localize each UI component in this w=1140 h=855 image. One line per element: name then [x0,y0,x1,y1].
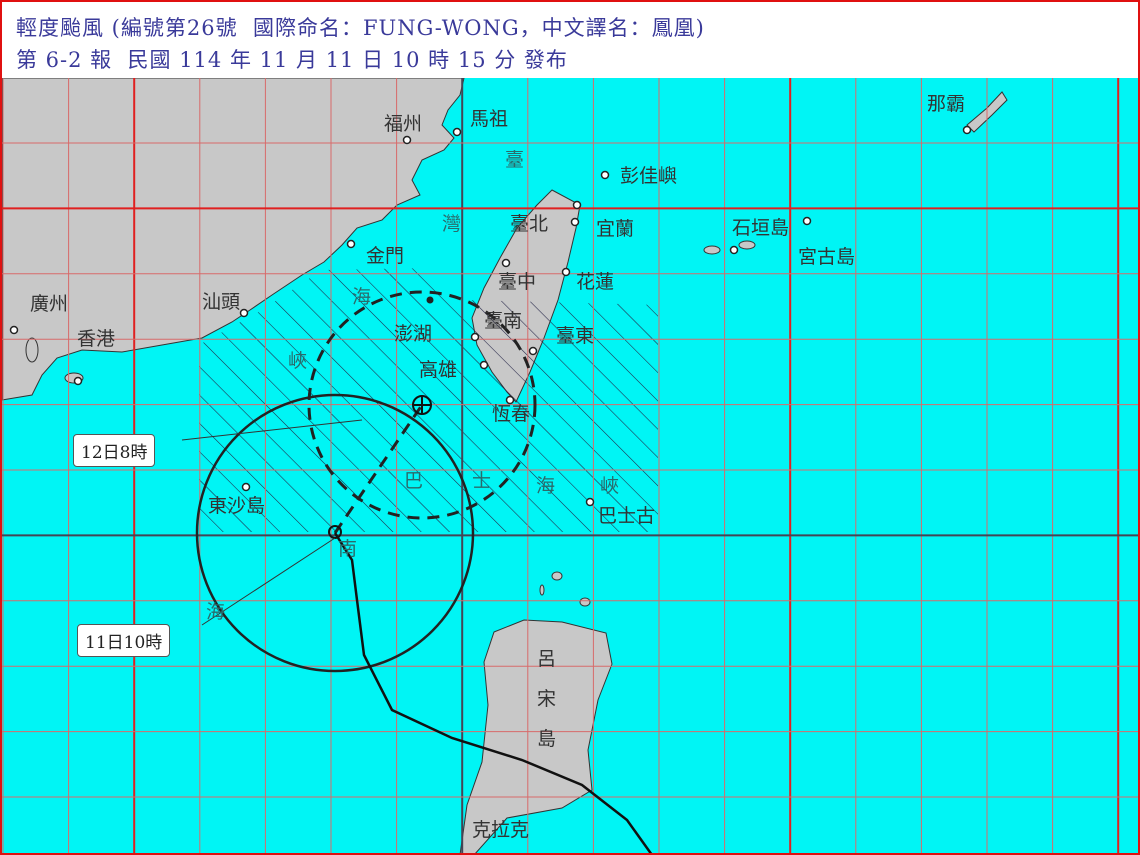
current-time-label: 11日10時 [77,624,171,657]
city-marker [346,239,356,249]
city-marker [572,200,582,210]
region-label: 宋 [537,688,556,710]
place-fuzhou: 福州 [384,113,422,135]
place-guangzhou: 廣州 [30,293,68,315]
forecast-potential-circle [307,290,537,520]
city-marker [505,395,515,405]
leader-line-current [201,537,336,626]
region-label: 海 [352,286,371,308]
region-label: 海 [536,475,555,497]
cities: 福州 馬祖 彭佳嶼 臺北 宜蘭 金門 臺中 花蓮 廣州 香港 汕頭 澎湖 臺南 … [9,93,972,841]
city-marker [426,296,434,304]
city-marker [561,267,571,277]
region-label: 士 [472,470,491,492]
islet [539,584,545,596]
place-kinmen: 金門 [366,245,404,267]
place-hengchun: 恆春 [492,403,530,425]
city-marker [501,258,511,268]
region-labels: 臺 灣 海 峽 巴 士 海 峽 南 海 呂 宋 島 [206,149,619,750]
islet [551,571,563,581]
islet [738,240,756,250]
city-marker [239,308,249,318]
forecast-center-icon [412,395,432,415]
china-coast [2,78,465,401]
past-track [333,532,653,853]
place-hongkong: 香港 [77,328,115,350]
place-basco: 巴士古 [598,505,655,527]
bulletin-header: 輕度颱風 (編號第26號 國際命名：FUNG-WONG，中文譯名：鳳凰) 第 6… [2,2,1138,78]
region-label: 巴 [404,470,423,492]
islet [579,597,591,607]
place-matsu: 馬祖 [470,108,508,130]
place-yilan: 宜蘭 [596,218,634,240]
city-marker [802,216,812,226]
forecast-track [333,404,424,534]
city-marker [470,332,480,342]
landmass [2,78,1008,853]
region-label: 南 [338,538,357,560]
forecast-time-label: 12日8時 [73,434,156,467]
city-marker [479,360,489,370]
place-tainan: 臺南 [484,310,522,332]
place-kaohsiung: 高雄 [419,359,457,381]
city-marker [241,482,251,492]
leader-line-future [181,419,363,441]
current-storm-circle [195,393,475,673]
typhoon-track-map: 福州 馬祖 彭佳嶼 臺北 宜蘭 金門 臺中 花蓮 廣州 香港 汕頭 澎湖 臺南 … [2,78,1138,853]
typhoon-title: 輕度颱風 (編號第26號 國際命名：FUNG-WONG，中文譯名：鳳凰) [16,16,705,40]
region-label: 峽 [288,350,307,372]
place-miyako: 宮古島 [798,246,855,268]
place-naha: 那霸 [927,93,965,115]
place-clark: 克拉克 [472,819,529,841]
lat-lon-grid [2,78,1138,853]
region-label: 海 [206,601,225,623]
city-marker [452,127,462,137]
luzon [459,619,613,853]
city-marker [585,497,595,507]
city-marker [9,325,19,335]
place-shantou: 汕頭 [202,291,240,313]
place-taichung: 臺中 [498,271,536,293]
islet [703,245,721,255]
city-marker [73,376,83,386]
region-label: 峽 [600,475,619,497]
region-label: 島 [537,728,556,750]
city-marker [528,346,538,356]
city-marker [600,170,610,180]
place-taitung: 臺東 [556,325,594,347]
bulletin-issue-time: 第 6-2 報 民國 114 年 11 月 11 日 10 時 15 分 發布 [16,48,568,72]
region-label: 呂 [537,648,556,670]
city-marker [729,245,739,255]
place-penghu: 澎湖 [394,323,432,345]
city-marker [962,125,972,135]
city-marker [570,217,580,227]
region-label: 灣 [442,213,461,235]
city-marker [402,135,412,145]
islet [25,337,39,363]
place-dongsha: 東沙島 [208,495,265,517]
place-ishigaki: 石垣島 [732,217,789,239]
region-label: 臺 [505,149,524,171]
place-hualien: 花蓮 [576,271,614,293]
place-pengjia: 彭佳嶼 [620,165,677,187]
place-taipei: 臺北 [510,213,548,235]
